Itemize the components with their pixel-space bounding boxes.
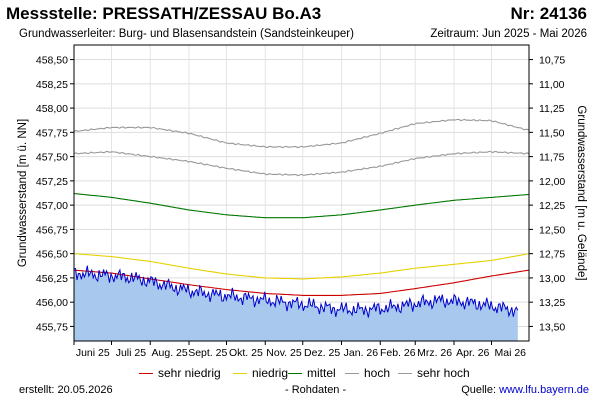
raw-data-area — [74, 265, 518, 341]
x-tick-label: Aug. 25 — [152, 347, 188, 359]
y-tick-label-left: 456,50 — [36, 249, 68, 261]
y-tick-label-right: 13,25 — [539, 297, 565, 309]
x-tick-label: Okt. 25 — [229, 347, 263, 359]
y-axis-label-left: Grundwasserstand [m ü. NN] — [17, 119, 29, 267]
x-tick-label: Feb. 26 — [380, 347, 416, 359]
x-tick-label: Dez. 25 — [304, 347, 340, 359]
y-tick-label-left: 456,75 — [36, 224, 68, 236]
plot-frame — [73, 44, 530, 342]
legend-item-niedrig: niedrig — [233, 366, 288, 380]
raw-data-label: - Rohdaten - — [285, 384, 347, 396]
legend-swatch — [398, 373, 412, 375]
series-line-sehr-hoch — [73, 118, 530, 149]
y-tick-label-left: 458,25 — [36, 79, 68, 91]
y-tick-label-right: 12,75 — [539, 249, 565, 261]
y-tick-label-right: 12,00 — [539, 176, 565, 188]
raw-data-line — [73, 265, 519, 318]
y-tick-label-right: 11,50 — [539, 127, 565, 139]
legend-swatch — [233, 373, 247, 375]
y-tick-label-left: 457,25 — [36, 176, 68, 188]
y-tick-label-right: 13,00 — [539, 273, 565, 285]
legend-swatch — [288, 373, 302, 375]
legend-swatch — [345, 373, 359, 375]
x-tick-label: Juli 25 — [116, 347, 147, 359]
x-tick-label: Mai 26 — [494, 347, 526, 359]
y-tick-label-left: 456,25 — [36, 273, 68, 285]
x-tick-label: Juni 25 — [76, 347, 110, 359]
aquifer-label: Grundwasserleiter: Burg- und Blasensands… — [19, 28, 354, 40]
legend-label: hoch — [364, 366, 391, 380]
y-tick-label-left: 458,00 — [36, 103, 68, 115]
y-tick-label-right: 11,75 — [539, 152, 565, 164]
legend-label: niedrig — [252, 366, 289, 380]
x-tick-label: Mrz. 26 — [417, 347, 452, 359]
legend-label: sehr hoch — [417, 366, 470, 380]
y-tick-label-left: 457,00 — [36, 200, 68, 212]
legend-item-sehr-hoch: sehr hoch — [398, 366, 470, 380]
y-tick-label-left: 458,50 — [36, 55, 68, 67]
x-tick-label: Apr. 26 — [456, 347, 489, 359]
y-tick-label-right: 12,25 — [539, 200, 565, 212]
y-tick-label-right: 11,00 — [539, 79, 565, 91]
series-line-mittel — [73, 192, 530, 219]
legend-item-hoch: hoch — [345, 366, 390, 380]
legend-item-sehr-niedrig: sehr niedrig — [139, 366, 221, 380]
legend-label: mittel — [307, 366, 336, 380]
source-prefix: Quelle: — [461, 384, 500, 396]
source-label: Quelle: www.lfu.bayern.de — [461, 384, 589, 396]
legend-swatch — [139, 373, 153, 375]
y-axis-label-right: Grundwasserstand [m u. Gelände] — [575, 105, 587, 280]
legend-item-mittel: mittel — [288, 366, 336, 380]
source-link[interactable]: www.lfu.bayern.de — [499, 384, 589, 396]
y-tick-label-right: 13,50 — [539, 321, 565, 333]
series-line-hoch — [73, 150, 530, 177]
created-date: erstellt: 20.05.2026 — [19, 384, 113, 396]
station-number: Nr: 24136 — [510, 4, 587, 23]
period-label: Zeitraum: Jun 2025 - Mai 2026 — [430, 28, 587, 40]
y-tick-label-right: 12,50 — [539, 224, 565, 236]
y-tick-label-left: 457,75 — [36, 127, 68, 139]
y-tick-label-right: 11,25 — [539, 103, 565, 115]
y-tick-label-left: 456,00 — [36, 297, 68, 309]
x-tick-label: Nov. 25 — [266, 347, 302, 359]
x-tick-label: Jan. 26 — [344, 347, 379, 359]
x-tick-label: Sept. 25 — [188, 347, 227, 359]
series-line-niedrig — [73, 253, 530, 280]
legend-label: sehr niedrig — [158, 366, 221, 380]
page-title: Messstelle: PRESSATH/ZESSAU Bo.A3 — [6, 4, 322, 23]
y-tick-label-left: 457,50 — [36, 152, 68, 164]
series-line-sehr-niedrig — [73, 269, 530, 296]
y-tick-label-right: 10,75 — [539, 55, 565, 67]
y-tick-label-left: 455,75 — [36, 321, 68, 333]
